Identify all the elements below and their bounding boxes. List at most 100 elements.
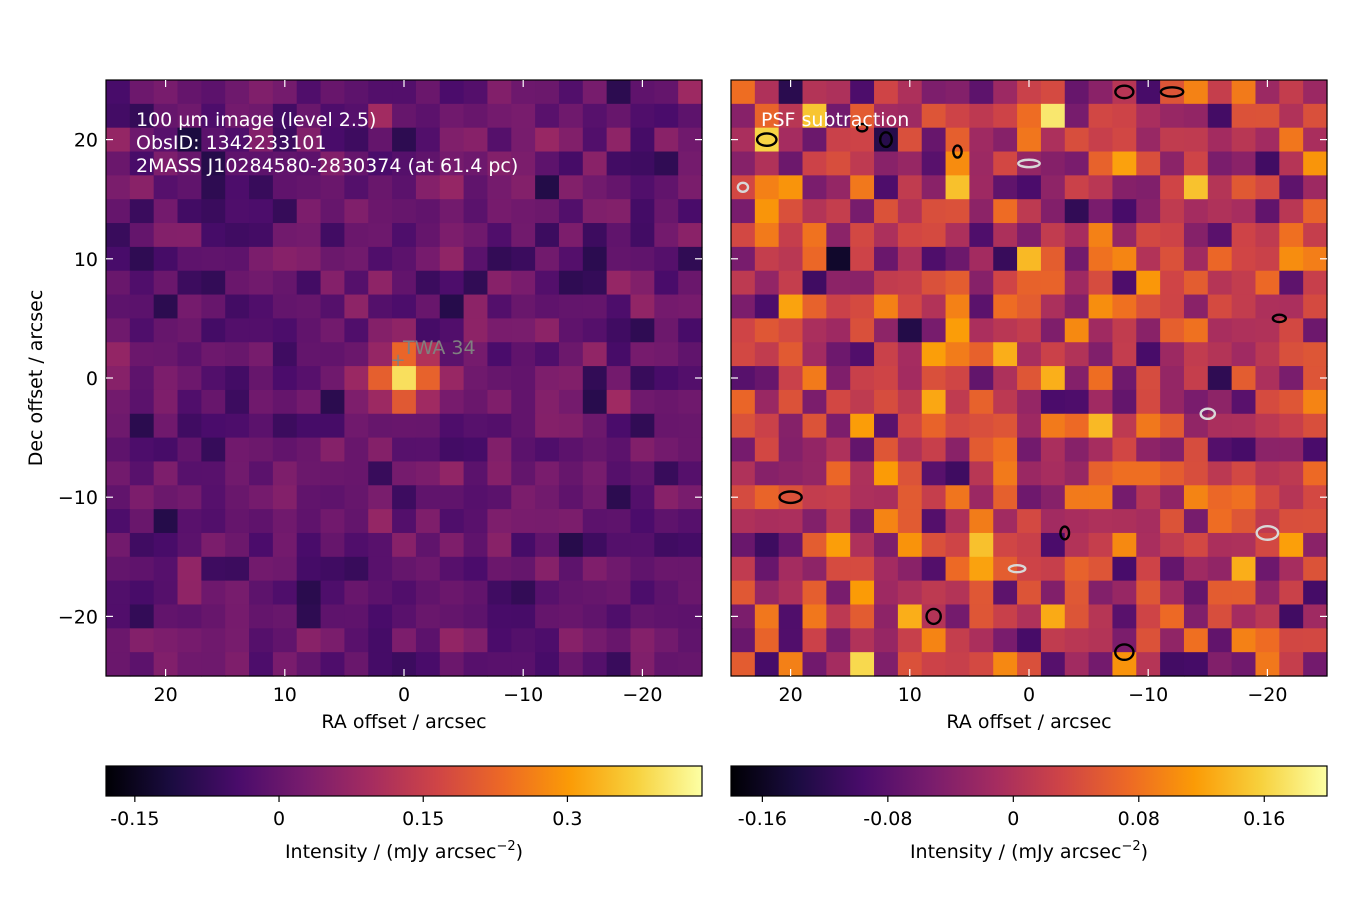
heatmap-pixel xyxy=(368,223,393,248)
heatmap-pixel xyxy=(535,532,560,558)
heatmap-pixel xyxy=(1017,461,1042,486)
heatmap-pixel xyxy=(392,580,417,606)
heatmap-pixel xyxy=(535,294,560,319)
heatmap-pixel xyxy=(368,485,393,510)
heatmap-pixel xyxy=(921,294,947,319)
heatmap-pixel xyxy=(850,318,875,343)
heatmap-pixel xyxy=(1231,604,1257,629)
positive-contour xyxy=(952,144,963,159)
heatmap-pixel xyxy=(1279,461,1304,486)
heatmap-pixel xyxy=(558,604,584,629)
heatmap-pixel xyxy=(1136,485,1161,510)
heatmap-pixel xyxy=(1255,342,1280,367)
heatmap-pixel xyxy=(1160,389,1185,415)
x-tick-label: −20 xyxy=(1247,684,1287,706)
heatmap-pixel xyxy=(320,127,345,153)
heatmap-pixel xyxy=(558,223,584,248)
heatmap-pixel xyxy=(654,318,679,343)
heatmap-pixel xyxy=(582,628,608,653)
heatmap-pixel xyxy=(1017,485,1042,510)
heatmap-pixel xyxy=(969,151,994,176)
heatmap-pixel xyxy=(1017,413,1042,439)
heatmap-pixel xyxy=(201,151,226,176)
heatmap-pixel xyxy=(535,628,560,653)
heatmap-pixel xyxy=(1160,509,1185,534)
heatmap-pixel xyxy=(1017,294,1042,319)
heatmap-pixel xyxy=(463,80,489,105)
heatmap-pixel xyxy=(802,223,827,248)
heatmap-pixel xyxy=(1088,151,1114,176)
heatmap-pixel xyxy=(153,175,179,200)
heatmap-pixel xyxy=(802,175,827,200)
heatmap-pixel xyxy=(850,80,875,105)
heatmap-pixel xyxy=(897,580,923,606)
heatmap-pixel xyxy=(969,437,994,463)
heatmap-pixel xyxy=(969,318,994,343)
heatmap-pixel xyxy=(201,223,226,248)
heatmap-pixel xyxy=(731,437,756,463)
heatmap-pixel xyxy=(272,628,298,653)
heatmap-pixel xyxy=(368,509,393,534)
heatmap-pixel xyxy=(969,461,994,486)
heatmap-pixel xyxy=(344,389,369,415)
heatmap-pixel xyxy=(1064,342,1090,367)
heatmap-pixel xyxy=(511,366,536,391)
heatmap-pixel xyxy=(654,270,679,296)
heatmap-pixel xyxy=(1088,556,1114,582)
heatmap-pixel xyxy=(129,151,155,176)
heatmap-pixel xyxy=(778,318,804,343)
heatmap-pixel xyxy=(945,246,970,272)
heatmap-pixel xyxy=(487,532,512,558)
heatmap-pixel xyxy=(392,318,417,343)
heatmap-pixel xyxy=(201,556,226,582)
heatmap-pixel xyxy=(201,652,226,677)
heatmap-pixel xyxy=(1207,223,1233,248)
heatmap-pixel xyxy=(993,437,1018,463)
heatmap-pixel xyxy=(1112,366,1137,391)
heatmap-pixel xyxy=(1231,199,1257,224)
heatmap-pixel xyxy=(1207,246,1233,272)
heatmap-pixel xyxy=(993,389,1018,415)
heatmap-pixel xyxy=(344,413,369,439)
heatmap-pixel xyxy=(1040,246,1066,272)
heatmap-pixel xyxy=(558,580,584,606)
heatmap-pixel xyxy=(511,413,536,439)
heatmap-pixel xyxy=(1088,270,1114,296)
heatmap-pixel xyxy=(320,652,345,677)
heatmap-pixel xyxy=(993,604,1018,629)
heatmap-pixel xyxy=(439,485,465,510)
heatmap-pixel xyxy=(106,461,131,486)
heatmap-pixel xyxy=(606,294,632,319)
heatmap-pixel xyxy=(1088,628,1114,653)
heatmap-pixel xyxy=(487,342,512,367)
heatmap-pixel xyxy=(1231,509,1257,534)
heatmap-pixel xyxy=(1231,580,1257,606)
heatmap-pixel xyxy=(296,103,322,129)
heatmap-pixel xyxy=(582,342,608,367)
heatmap-pixel xyxy=(558,294,584,319)
heatmap-pixel xyxy=(1207,151,1233,176)
heatmap-pixel xyxy=(106,556,131,582)
heatmap-pixel xyxy=(129,556,155,582)
heatmap-pixel xyxy=(463,437,489,463)
heatmap-pixel xyxy=(1183,485,1209,510)
heatmap-pixel xyxy=(850,556,875,582)
heatmap-pixel xyxy=(874,103,899,129)
heatmap-pixel xyxy=(392,556,417,582)
heatmap-pixel xyxy=(272,318,298,343)
heatmap-pixel xyxy=(558,270,584,296)
heatmap-pixel xyxy=(177,366,202,391)
heatmap-pixel xyxy=(850,175,875,200)
heatmap-pixel xyxy=(1303,413,1328,439)
heatmap-pixel xyxy=(463,652,489,677)
y-tick-label: 20 xyxy=(74,130,98,152)
heatmap-pixel xyxy=(177,270,202,296)
heatmap-pixel xyxy=(129,318,155,343)
heatmap-pixel xyxy=(945,437,970,463)
heatmap-pixel xyxy=(153,223,179,248)
heatmap-pixel xyxy=(945,80,970,105)
heatmap-pixel xyxy=(392,270,417,296)
heatmap-pixel xyxy=(1303,318,1328,343)
heatmap-pixel xyxy=(1040,127,1066,153)
heatmap-pixel xyxy=(1064,485,1090,510)
